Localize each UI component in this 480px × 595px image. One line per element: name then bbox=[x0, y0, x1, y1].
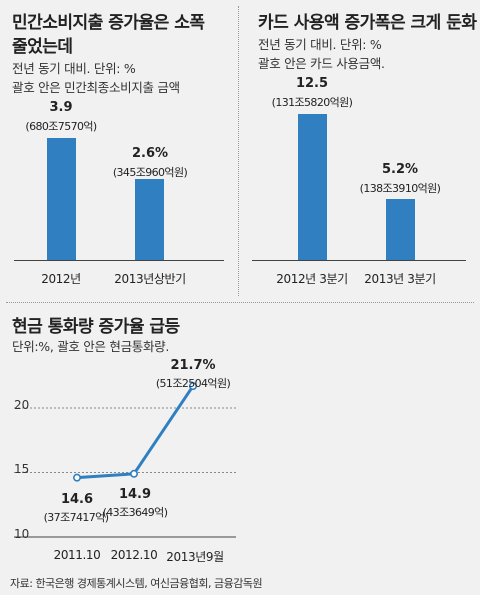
chart1-subtitle-line1: 전년 동기 대비. 단위: % bbox=[12, 61, 136, 76]
chart3-amount-label-2: (51조2504억원) bbox=[155, 377, 231, 390]
chart2-amount-label-1: (138조3910억원) bbox=[359, 182, 441, 195]
chart3-xtick-0: 2011.10 bbox=[53, 548, 101, 562]
chart1-title-line1: 민간소비지출 증가율은 소폭 bbox=[12, 13, 205, 33]
vertical-divider bbox=[238, 6, 239, 296]
chart3-amount-label-1: (43조3649억) bbox=[102, 506, 168, 519]
chart2-title: 카드 사용액 증가폭은 크게 둔화 bbox=[258, 13, 477, 33]
cash-growth-line bbox=[76, 385, 195, 480]
chart2-value-label-0: 12.5 bbox=[295, 76, 329, 91]
chart3-subtitle: 단위:%, 괄호 안은 현금통화량. bbox=[12, 339, 170, 354]
chart3-value-label-2: 21.7% bbox=[170, 358, 216, 373]
chart2-category-0: 2012년 3분기 bbox=[276, 272, 348, 286]
chart1-baseline bbox=[14, 260, 224, 261]
chart3-value-label-1: 14.9 bbox=[118, 487, 152, 502]
chart3-xtick-2: 2013년9월 bbox=[166, 550, 224, 564]
chart1-value-label-0: 3.9 bbox=[49, 100, 73, 115]
chart1-bar-2012 bbox=[47, 138, 76, 260]
chart2-subtitle-line1: 전년 동기 대비. 단위: % bbox=[258, 37, 382, 52]
chart1-value-label-1: 2.6% bbox=[131, 146, 169, 161]
chart1-category-0: 2012년 bbox=[41, 272, 81, 286]
chart2-bar-2013q3 bbox=[386, 199, 415, 260]
horizontal-divider bbox=[6, 302, 474, 303]
chart3-ytick-20: 20 bbox=[14, 398, 30, 412]
chart3-ytick-10: 10 bbox=[14, 527, 30, 541]
chart1-subtitle-line2: 괄호 안은 민간최종소비지출 금액 bbox=[12, 80, 180, 95]
chart1-amount-label-1: (345조960억원) bbox=[112, 166, 188, 179]
chart1-category-1: 2013년상반기 bbox=[114, 272, 186, 286]
chart2-baseline bbox=[252, 260, 466, 261]
chart3-amount-label-0: (37조7417억) bbox=[43, 511, 109, 524]
chart3-ytick-15: 15 bbox=[14, 462, 30, 476]
chart1-bar-2013h1 bbox=[135, 178, 164, 260]
source-note: 자료: 한국은행 경제통계시스템, 여신금융협회, 금융감독원 bbox=[10, 577, 263, 590]
chart2-value-label-1: 5.2% bbox=[381, 162, 419, 177]
chart1-title-line2: 줄었는데 bbox=[12, 37, 73, 57]
chart2-category-1: 2013년 3분기 bbox=[364, 272, 436, 286]
chart3-value-label-0: 14.6 bbox=[60, 492, 94, 507]
chart1-amount-label-0: (680조7570억) bbox=[25, 120, 97, 133]
data-point-0 bbox=[73, 473, 82, 482]
chart2-amount-label-0: (131조5820억원) bbox=[271, 96, 353, 109]
data-point-2 bbox=[189, 382, 198, 391]
data-point-1 bbox=[130, 469, 139, 478]
chart2-bar-2012q3 bbox=[298, 114, 327, 260]
chart3-title: 현금 통화량 증가율 급등 bbox=[12, 317, 180, 337]
chart3-xtick-1: 2012.10 bbox=[110, 548, 158, 562]
chart2-subtitle-line2: 괄호 안은 카드 사용금액. bbox=[258, 56, 385, 71]
